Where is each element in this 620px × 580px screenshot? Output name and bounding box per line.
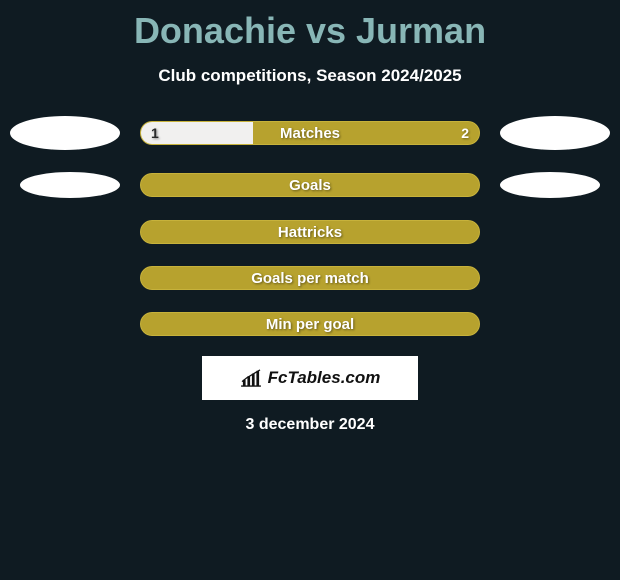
comparison-bar: Hattricks <box>140 220 480 244</box>
comparison-chart: Matches12 Goals Hattricks Goals per match Mi… <box>0 116 620 336</box>
bar-label: Min per goal <box>141 313 479 335</box>
page-title: Donachie vs Jurman <box>134 10 486 52</box>
chart-row: Goals per match <box>0 266 620 290</box>
left-spacer <box>10 319 120 329</box>
left-team-oval <box>20 172 120 198</box>
comparison-bar: Goals per match <box>140 266 480 290</box>
right-team-oval <box>500 172 600 198</box>
bar-label: Goals <box>141 174 479 196</box>
left-team-oval <box>10 116 120 150</box>
left-spacer <box>10 273 120 283</box>
brand-text: FcTables.com <box>268 368 381 388</box>
bar-label: Goals per match <box>141 267 479 289</box>
comparison-bar: Matches12 <box>140 121 480 145</box>
bar-label: Hattricks <box>141 221 479 243</box>
comparison-bar: Min per goal <box>140 312 480 336</box>
right-spacer <box>500 319 610 329</box>
chart-row: Min per goal <box>0 312 620 336</box>
footer-date: 3 december 2024 <box>246 416 375 434</box>
right-team-oval <box>500 116 610 150</box>
chart-row: Hattricks <box>0 220 620 244</box>
chart-row: Goals <box>0 172 620 198</box>
right-spacer <box>500 227 610 237</box>
bar-chart-icon <box>240 369 262 387</box>
comparison-bar: Goals <box>140 173 480 197</box>
brand-badge: FcTables.com <box>202 356 418 400</box>
bar-fill-left <box>141 122 253 144</box>
page-subtitle: Club competitions, Season 2024/2025 <box>158 66 461 86</box>
page: Donachie vs Jurman Club competitions, Se… <box>0 0 620 580</box>
chart-row: Matches12 <box>0 116 620 150</box>
left-spacer <box>10 227 120 237</box>
bar-value-right: 2 <box>461 122 469 144</box>
right-spacer <box>500 273 610 283</box>
